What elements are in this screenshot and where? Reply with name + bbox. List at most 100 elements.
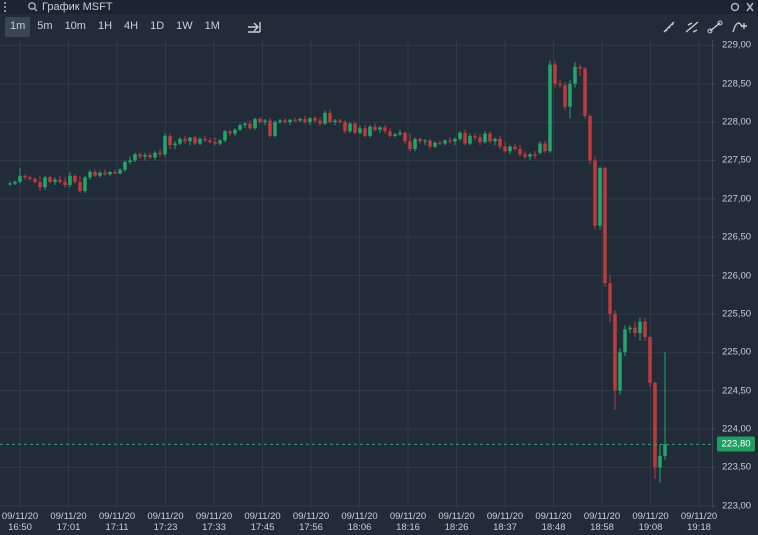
candle-body xyxy=(223,131,227,141)
candle-body xyxy=(503,146,507,152)
x-tick-label: 09/11/20 17:56 xyxy=(292,511,330,533)
candle-body xyxy=(323,112,327,124)
candle-body xyxy=(83,177,87,192)
candle-body xyxy=(153,152,157,158)
candle-body xyxy=(498,138,502,147)
candle-body xyxy=(573,66,577,84)
candle-body xyxy=(583,68,587,116)
window-controls[interactable] xyxy=(728,0,758,14)
y-tick-label: 225,00 xyxy=(722,346,752,358)
candle-body xyxy=(48,177,52,182)
candle-body xyxy=(213,142,217,144)
candle-body xyxy=(343,122,347,132)
timeframe-button[interactable]: 10m xyxy=(64,20,86,32)
timeframe-button[interactable]: 4H xyxy=(124,20,139,32)
candle-body xyxy=(8,183,12,185)
candle-body xyxy=(133,154,137,161)
candle-body xyxy=(528,154,532,157)
x-tick-label: 09/11/20 17:23 xyxy=(147,511,184,533)
drawing-tools[interactable] xyxy=(658,17,758,37)
y-tick-label: 223,50 xyxy=(722,461,752,473)
candle-body xyxy=(358,128,362,133)
y-tick-label: 227,50 xyxy=(722,154,752,166)
candle-body xyxy=(393,134,397,136)
candle-body xyxy=(248,123,252,129)
timeframe-button[interactable]: 5m xyxy=(37,20,53,32)
candle-body xyxy=(383,127,387,132)
timeframe-button[interactable]: 1D xyxy=(150,20,165,32)
candle-body xyxy=(23,175,27,178)
x-tick-label: 09/11/20 17:01 xyxy=(50,511,87,533)
title-bar: График MSFT xyxy=(0,0,758,14)
candle-body xyxy=(18,175,22,182)
candle-body xyxy=(413,138,417,149)
y-tick-label: 224,50 xyxy=(722,385,752,397)
candle-body xyxy=(458,132,462,139)
candle-body xyxy=(613,313,617,391)
timeframe-button[interactable]: 1H xyxy=(97,20,113,32)
candle-body xyxy=(578,66,582,69)
x-tick-label: 09/11/20 17:33 xyxy=(195,511,233,533)
candle-body xyxy=(93,171,97,176)
candle-body xyxy=(643,321,647,337)
candle-body xyxy=(158,152,162,155)
candle-body xyxy=(443,140,447,144)
candle-body xyxy=(453,138,457,142)
candle-body xyxy=(228,131,232,134)
candle-body xyxy=(58,179,62,182)
candle-body xyxy=(183,138,187,142)
x-tick-label: 09/11/20 18:37 xyxy=(486,511,524,533)
candle-body xyxy=(568,83,572,107)
candle-body xyxy=(368,126,372,136)
y-tick-label: 228,50 xyxy=(722,78,752,90)
window-title: График MSFT xyxy=(42,1,113,13)
candle-body xyxy=(648,336,652,383)
candle-body xyxy=(283,120,287,123)
candle-body xyxy=(98,172,102,176)
candle-body xyxy=(663,444,667,456)
candle-body xyxy=(363,128,367,136)
candle-body xyxy=(478,137,482,143)
x-tick-label: 09/11/20 18:58 xyxy=(583,511,621,533)
candle-body xyxy=(603,168,607,284)
x-tick-label: 09/11/20 17:11 xyxy=(98,511,136,533)
candle-body xyxy=(333,120,337,123)
go-to-end[interactable] xyxy=(242,17,266,37)
y-tick-label: 224,00 xyxy=(722,423,752,435)
x-tick-label: 09/11/20 16:50 xyxy=(1,511,39,533)
candle-body xyxy=(638,321,642,334)
candle-body xyxy=(108,171,112,175)
candle-body xyxy=(513,146,517,149)
candle-body xyxy=(178,138,182,144)
timeframe-bar: 1m 5m 10m 1H 4H 1D 1W 1M xyxy=(5,17,225,37)
candle-body xyxy=(378,127,382,130)
candle-body xyxy=(338,120,342,123)
candle-body xyxy=(73,175,77,182)
candle-body xyxy=(518,148,522,155)
candle-body xyxy=(148,155,152,158)
menu-icon[interactable] xyxy=(0,0,20,14)
candle-body xyxy=(103,172,107,175)
candle-body xyxy=(633,327,637,334)
x-tick-label: 09/11/20 19:18 xyxy=(680,511,718,533)
candle-body xyxy=(293,119,297,121)
candle-body xyxy=(473,135,477,138)
timeframe-button[interactable]: 1m xyxy=(5,17,31,37)
timeframe-button[interactable]: 1M xyxy=(204,20,220,32)
candle-body xyxy=(258,119,262,123)
candle-body xyxy=(448,140,452,142)
candle-body xyxy=(543,143,547,152)
candle-body xyxy=(63,181,67,186)
candle-body xyxy=(78,181,82,192)
y-tick-label: 226,00 xyxy=(722,270,752,282)
search-icon[interactable] xyxy=(27,0,39,14)
candle-body xyxy=(468,135,472,144)
candle-body xyxy=(488,133,492,142)
timeframe-button[interactable]: 1W xyxy=(176,20,193,32)
candle-body xyxy=(143,155,147,157)
candle-body xyxy=(408,141,412,149)
candle-body xyxy=(313,118,317,121)
candle-body xyxy=(398,132,402,135)
candle-body xyxy=(13,181,17,184)
